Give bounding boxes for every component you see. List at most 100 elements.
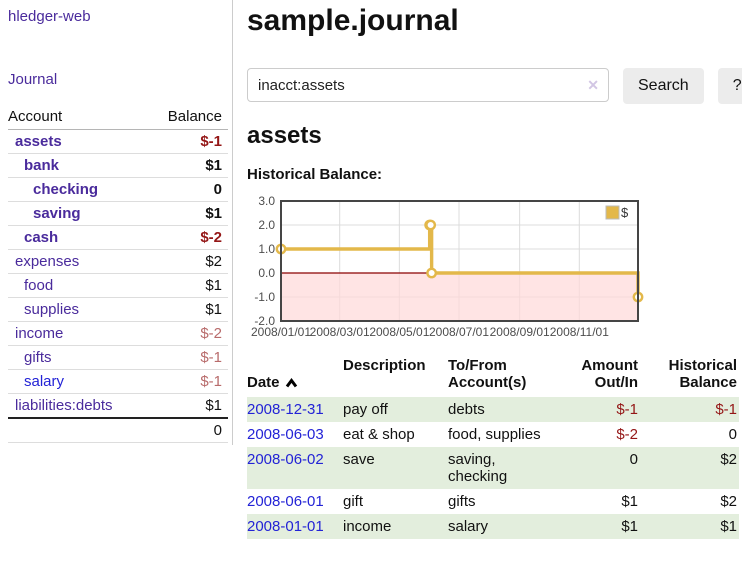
account-balance: $-1	[147, 129, 228, 154]
register-header-description: Description	[343, 357, 426, 374]
account-heading: assets	[247, 122, 322, 149]
account-balance: $-2	[147, 225, 228, 250]
sidebar-account-link[interactable]: cash	[24, 229, 59, 246]
account-balance: $2	[147, 249, 228, 274]
search-form: ✕ Search ?	[247, 68, 742, 104]
y-tick-label: -1.0	[254, 290, 275, 304]
page: hledger-web Journal Account Balance asse…	[8, 0, 742, 559]
x-tick-label: 2008/03/01	[310, 325, 370, 339]
transaction-date-link[interactable]: 2008-06-02	[247, 451, 324, 468]
register-row: 2008-06-03 eat & shop food, supplies $-2 0	[247, 422, 739, 447]
sidebar-account-link[interactable]: saving	[33, 205, 81, 222]
account-row: checking 0	[8, 177, 228, 202]
sidebar-account-link[interactable]: liabilities:debts	[15, 397, 113, 414]
sidebar-account-link[interactable]: income	[15, 325, 64, 342]
sidebar-account-link[interactable]: checking	[33, 181, 99, 198]
transaction-accounts: salary	[448, 518, 489, 535]
register-row: 2008-06-01 gift gifts $1 $2	[247, 489, 739, 514]
accounts-total-row: 0	[8, 417, 228, 443]
sidebar-account-link[interactable]: salary	[24, 373, 65, 390]
transaction-date-link[interactable]: 2008-01-01	[247, 518, 324, 535]
accounts-total-value: 0	[147, 417, 228, 443]
account-row: income $-2	[8, 321, 228, 346]
transaction-accounts: saving, checking	[448, 451, 508, 485]
balance-chart-svg: $3.0 2.0 1.0 0.0 -1.0 -2.02008/01/012008/03/0…	[251, 194, 644, 339]
account-row: supplies $1	[8, 297, 228, 322]
register-header-amount: Amount Out/In	[581, 357, 638, 391]
y-tick-label: -2.0	[254, 314, 275, 328]
help-button[interactable]: ?	[717, 68, 742, 104]
transaction-amount: $1	[621, 493, 638, 510]
register-row: 2008-01-01 income salary $1 $1	[247, 514, 739, 539]
transaction-amount: $1	[621, 518, 638, 535]
accounts-header-row: Account Balance	[8, 105, 228, 130]
sidebar-item-journal[interactable]: Journal	[8, 71, 58, 88]
register-table: Date Description To/From Account(s) Amou…	[247, 355, 739, 539]
transaction-amount: 0	[629, 451, 638, 468]
x-tick-label: 2008/11/01	[550, 325, 609, 339]
register-header-date: Date	[247, 355, 343, 397]
accounts-header-balance: Balance	[147, 105, 228, 130]
y-tick-label: 1.0	[258, 242, 275, 256]
clear-search-icon[interactable]: ✕	[587, 77, 599, 93]
account-row: bank $1	[8, 153, 228, 178]
chart-point	[425, 219, 437, 231]
account-balance: $1	[147, 201, 228, 226]
account-row: expenses $2	[8, 249, 228, 274]
sidebar-account-link[interactable]: food	[24, 277, 54, 294]
accounts-total-spacer	[8, 417, 148, 443]
chart-point	[426, 267, 438, 279]
transaction-amount: $-2	[616, 426, 638, 443]
account-row: gifts $-1	[8, 345, 228, 370]
transaction-amount: $-1	[616, 401, 638, 418]
transaction-balance: $2	[720, 451, 737, 468]
sidebar-account-link[interactable]: supplies	[24, 301, 80, 318]
transaction-balance: 0	[728, 426, 737, 443]
y-tick-label: 0.0	[258, 266, 275, 280]
register-header-accounts: To/From Account(s)	[448, 357, 527, 391]
search-box: ✕	[247, 68, 609, 104]
search-button[interactable]: Search	[623, 68, 704, 104]
transaction-balance: $-1	[715, 401, 737, 418]
account-row: cash $-2	[8, 225, 228, 250]
x-tick-label: 2008/07/01	[429, 325, 489, 339]
transaction-description: income	[343, 518, 392, 535]
account-row: food $1	[8, 273, 228, 298]
sidebar-account-link[interactable]: bank	[24, 157, 60, 174]
y-tick-label: 2.0	[258, 218, 275, 232]
y-tick-label: 3.0	[258, 194, 275, 208]
sort-ascending-icon	[285, 377, 297, 387]
account-balance: 0	[147, 177, 228, 202]
transaction-description: pay off	[343, 401, 388, 418]
account-balance: $1	[147, 153, 228, 178]
search-input[interactable]	[247, 68, 609, 102]
transaction-description: eat & shop	[343, 426, 415, 443]
account-row: salary $-1	[8, 369, 228, 394]
account-row: saving $1	[8, 201, 228, 226]
account-balance: $1	[147, 297, 228, 322]
transaction-accounts: debts	[448, 401, 485, 418]
historical-balance-chart: $3.0 2.0 1.0 0.0 -1.0 -2.0 2008/01/01 2008/03/0…	[247, 191, 719, 343]
transaction-accounts: food, supplies	[448, 426, 541, 443]
chart-legend: $	[605, 205, 629, 220]
x-tick-label: 2008/05/01	[369, 325, 429, 339]
transaction-balance: $1	[720, 518, 737, 535]
transaction-balance: $2	[720, 493, 737, 510]
register-row: 2008-12-31 pay off debts $-1 $-1	[247, 397, 739, 422]
account-balance: $-1	[147, 345, 228, 370]
sidebar-account-link[interactable]: expenses	[15, 253, 80, 270]
sidebar-account-link[interactable]: assets	[15, 133, 62, 150]
transaction-date-link[interactable]: 2008-12-31	[247, 401, 324, 418]
legend-label: $	[621, 205, 629, 220]
transaction-date-link[interactable]: 2008-06-03	[247, 426, 324, 443]
account-row: assets $-1	[8, 129, 228, 154]
transaction-date-link[interactable]: 2008-06-01	[247, 493, 324, 510]
accounts-table: Account Balance assets $-1 bank $1 checking 0…	[8, 105, 228, 443]
x-tick-label: 2008/09/01	[490, 325, 550, 339]
account-balance: $-1	[147, 369, 228, 394]
main-content: sample.journal ✕ Search ? assets Histori…	[233, 0, 742, 559]
sidebar-account-link[interactable]: gifts	[24, 349, 52, 366]
accounts-header-account: Account	[8, 105, 148, 130]
brand-link[interactable]: hledger-web	[8, 8, 91, 25]
account-balance: $1	[205, 397, 222, 414]
